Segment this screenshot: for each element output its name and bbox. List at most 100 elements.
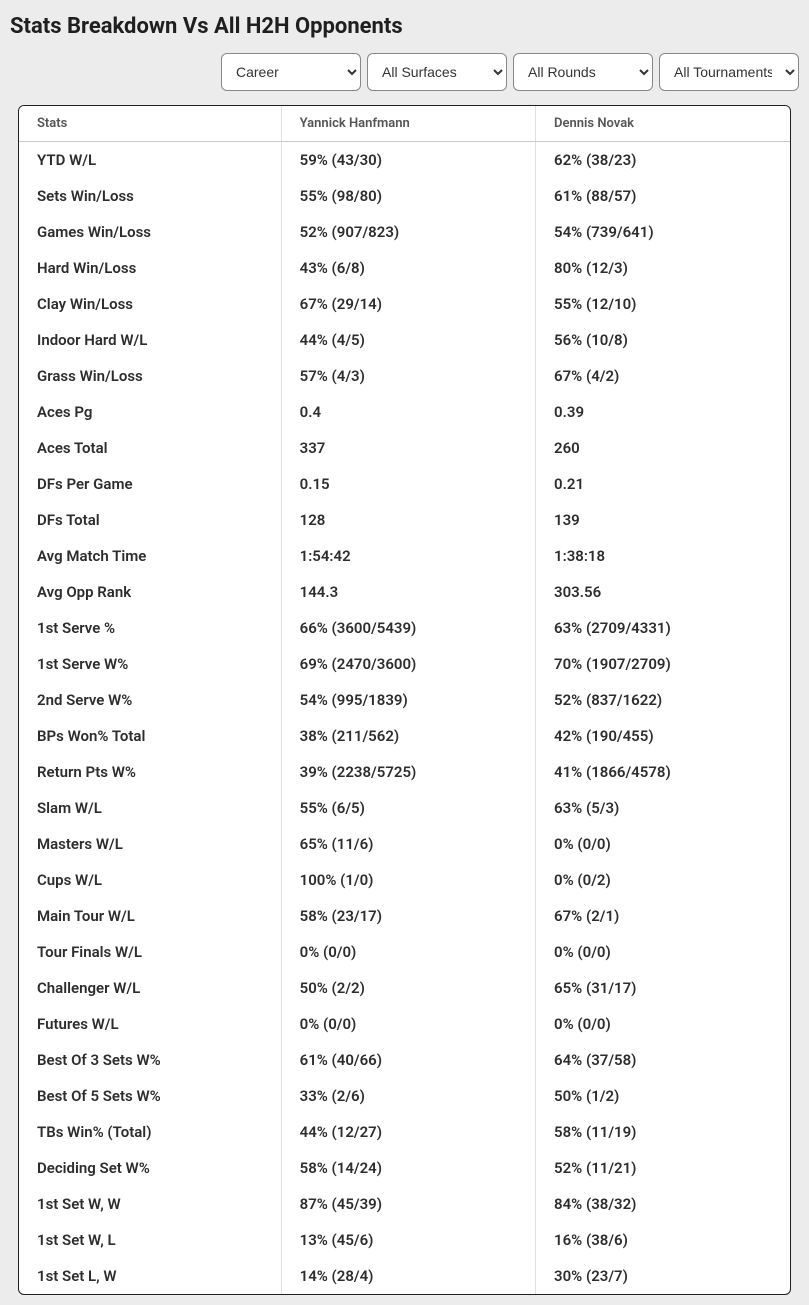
filter-surfaces-select[interactable]: All Surfaces xyxy=(367,53,507,91)
stat-value-cell: 55% (98/80) xyxy=(281,178,535,214)
stat-label-cell: Aces Pg xyxy=(19,394,281,430)
stat-value-cell: 44% (12/27) xyxy=(281,1114,535,1150)
stat-value-cell: 63% (5/3) xyxy=(536,790,790,826)
stat-label-cell: Best Of 3 Sets W% xyxy=(19,1042,281,1078)
stat-value-cell: 57% (4/3) xyxy=(281,358,535,394)
stat-label-cell: Cups W/L xyxy=(19,862,281,898)
stat-value-cell: 139 xyxy=(536,502,790,538)
stat-value-cell: 55% (6/5) xyxy=(281,790,535,826)
stat-label-cell: 1st Set L, W xyxy=(19,1258,281,1294)
table-row: Best Of 5 Sets W%33% (2/6)50% (1/2) xyxy=(19,1078,790,1114)
stat-label-cell: 1st Serve % xyxy=(19,610,281,646)
stat-value-cell: 50% (1/2) xyxy=(536,1078,790,1114)
stat-value-cell: 100% (1/0) xyxy=(281,862,535,898)
stat-label-cell: Slam W/L xyxy=(19,790,281,826)
stat-label-cell: Challenger W/L xyxy=(19,970,281,1006)
stat-value-cell: 44% (4/5) xyxy=(281,322,535,358)
stat-value-cell: 33% (2/6) xyxy=(281,1078,535,1114)
table-row: YTD W/L59% (43/30)62% (38/23) xyxy=(19,142,790,179)
table-row: DFs Total128139 xyxy=(19,502,790,538)
table-row: Deciding Set W%58% (14/24)52% (11/21) xyxy=(19,1150,790,1186)
stat-value-cell: 41% (1866/4578) xyxy=(536,754,790,790)
page-title: Stats Breakdown Vs All H2H Opponents xyxy=(10,14,799,39)
filter-tournaments-select[interactable]: All Tournaments xyxy=(659,53,799,91)
stat-value-cell: 87% (45/39) xyxy=(281,1186,535,1222)
filter-career-select[interactable]: Career xyxy=(221,53,361,91)
stat-label-cell: Deciding Set W% xyxy=(19,1150,281,1186)
stat-value-cell: 63% (2709/4331) xyxy=(536,610,790,646)
stat-label-cell: DFs Total xyxy=(19,502,281,538)
stat-value-cell: 55% (12/10) xyxy=(536,286,790,322)
table-row: 1st Set W, W87% (45/39)84% (38/32) xyxy=(19,1186,790,1222)
stat-value-cell: 58% (23/17) xyxy=(281,898,535,934)
stat-value-cell: 42% (190/455) xyxy=(536,718,790,754)
stat-value-cell: 0% (0/0) xyxy=(281,934,535,970)
stat-value-cell: 69% (2470/3600) xyxy=(281,646,535,682)
stat-value-cell: 0% (0/2) xyxy=(536,862,790,898)
stat-value-cell: 1:54:42 xyxy=(281,538,535,574)
stat-value-cell: 62% (38/23) xyxy=(536,142,790,179)
table-row: Avg Match Time1:54:421:38:18 xyxy=(19,538,790,574)
stat-value-cell: 0.15 xyxy=(281,466,535,502)
table-row: 1st Serve W%69% (2470/3600)70% (1907/270… xyxy=(19,646,790,682)
table-row: DFs Per Game0.150.21 xyxy=(19,466,790,502)
table-body: YTD W/L59% (43/30)62% (38/23)Sets Win/Lo… xyxy=(19,142,790,1295)
table-row: Games Win/Loss52% (907/823)54% (739/641) xyxy=(19,214,790,250)
stat-value-cell: 260 xyxy=(536,430,790,466)
stat-value-cell: 16% (38/6) xyxy=(536,1222,790,1258)
stat-value-cell: 128 xyxy=(281,502,535,538)
stat-value-cell: 303.56 xyxy=(536,574,790,610)
table-row: Avg Opp Rank144.3303.56 xyxy=(19,574,790,610)
stat-value-cell: 13% (45/6) xyxy=(281,1222,535,1258)
page-root: Stats Breakdown Vs All H2H Opponents Car… xyxy=(0,0,809,1305)
table-row: Slam W/L55% (6/5)63% (5/3) xyxy=(19,790,790,826)
stat-label-cell: Best Of 5 Sets W% xyxy=(19,1078,281,1114)
stat-value-cell: 64% (37/58) xyxy=(536,1042,790,1078)
stat-label-cell: Games Win/Loss xyxy=(19,214,281,250)
table-row: Masters W/L65% (11/6)0% (0/0) xyxy=(19,826,790,862)
stat-value-cell: 54% (739/641) xyxy=(536,214,790,250)
table-row: Cups W/L100% (1/0)0% (0/2) xyxy=(19,862,790,898)
filter-rounds-select[interactable]: All Rounds xyxy=(513,53,653,91)
stat-label-cell: Return Pts W% xyxy=(19,754,281,790)
stat-label-cell: Avg Match Time xyxy=(19,538,281,574)
table-row: Aces Total337260 xyxy=(19,430,790,466)
stat-value-cell: 61% (40/66) xyxy=(281,1042,535,1078)
stat-value-cell: 39% (2238/5725) xyxy=(281,754,535,790)
stat-label-cell: BPs Won% Total xyxy=(19,718,281,754)
stat-label-cell: Hard Win/Loss xyxy=(19,250,281,286)
table-row: Aces Pg0.40.39 xyxy=(19,394,790,430)
col-header-stats: Stats xyxy=(19,106,281,142)
stat-value-cell: 43% (6/8) xyxy=(281,250,535,286)
table-row: Best Of 3 Sets W%61% (40/66)64% (37/58) xyxy=(19,1042,790,1078)
stat-label-cell: Aces Total xyxy=(19,430,281,466)
stat-label-cell: 1st Set W, W xyxy=(19,1186,281,1222)
table-row: Sets Win/Loss55% (98/80)61% (88/57) xyxy=(19,178,790,214)
stat-label-cell: 1st Serve W% xyxy=(19,646,281,682)
stat-value-cell: 50% (2/2) xyxy=(281,970,535,1006)
table-head: Stats Yannick Hanfmann Dennis Novak xyxy=(19,106,790,142)
table-row: 1st Set W, L13% (45/6)16% (38/6) xyxy=(19,1222,790,1258)
stat-value-cell: 80% (12/3) xyxy=(536,250,790,286)
stat-label-cell: 1st Set W, L xyxy=(19,1222,281,1258)
table-row: Clay Win/Loss67% (29/14)55% (12/10) xyxy=(19,286,790,322)
table-row: Main Tour W/L58% (23/17)67% (2/1) xyxy=(19,898,790,934)
stats-table: Stats Yannick Hanfmann Dennis Novak YTD … xyxy=(19,106,790,1294)
stat-value-cell: 0% (0/0) xyxy=(281,1006,535,1042)
table-row: Grass Win/Loss57% (4/3)67% (4/2) xyxy=(19,358,790,394)
stat-value-cell: 58% (11/19) xyxy=(536,1114,790,1150)
stat-value-cell: 30% (23/7) xyxy=(536,1258,790,1294)
table-row: Return Pts W%39% (2238/5725)41% (1866/45… xyxy=(19,754,790,790)
stat-value-cell: 52% (11/21) xyxy=(536,1150,790,1186)
stat-label-cell: Indoor Hard W/L xyxy=(19,322,281,358)
stat-label-cell: Main Tour W/L xyxy=(19,898,281,934)
stat-value-cell: 144.3 xyxy=(281,574,535,610)
table-row: Hard Win/Loss43% (6/8)80% (12/3) xyxy=(19,250,790,286)
table-row: 1st Set L, W14% (28/4)30% (23/7) xyxy=(19,1258,790,1294)
stat-value-cell: 337 xyxy=(281,430,535,466)
stat-value-cell: 0.39 xyxy=(536,394,790,430)
table-header-row: Stats Yannick Hanfmann Dennis Novak xyxy=(19,106,790,142)
stat-value-cell: 67% (2/1) xyxy=(536,898,790,934)
stat-value-cell: 52% (837/1622) xyxy=(536,682,790,718)
table-row: 2nd Serve W%54% (995/1839)52% (837/1622) xyxy=(19,682,790,718)
